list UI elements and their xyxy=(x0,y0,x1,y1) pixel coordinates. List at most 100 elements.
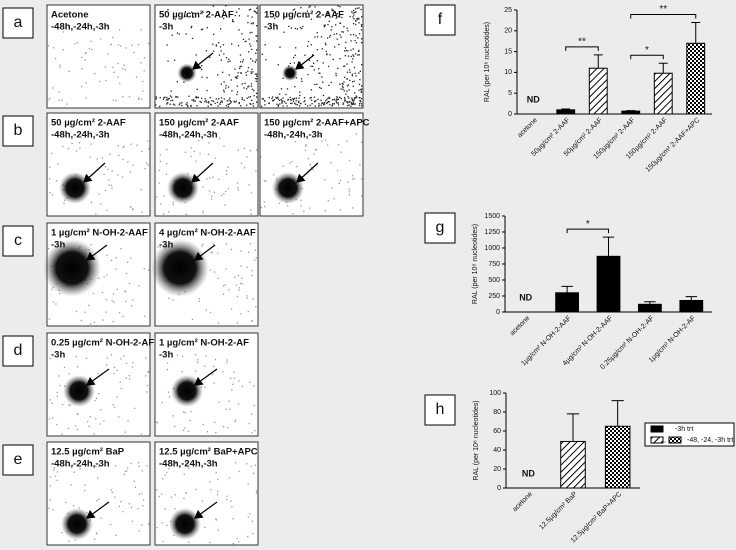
speckle xyxy=(190,147,192,149)
speckle xyxy=(217,277,219,280)
speckle xyxy=(235,462,237,464)
speckle xyxy=(183,497,185,500)
speckle xyxy=(335,74,337,77)
speckle xyxy=(118,29,121,31)
speckle xyxy=(135,76,138,78)
speckle xyxy=(116,288,118,290)
panel-label-box xyxy=(424,394,456,426)
speckle xyxy=(286,88,289,90)
speckle xyxy=(227,166,229,168)
speckle xyxy=(355,35,357,37)
speckle xyxy=(220,28,222,30)
speckle xyxy=(320,104,322,106)
speckle xyxy=(327,100,329,103)
speckle xyxy=(165,99,168,101)
speckle xyxy=(292,213,294,215)
speckle xyxy=(147,164,149,166)
speckle xyxy=(241,385,244,388)
speckle xyxy=(298,97,300,99)
speckle xyxy=(319,135,321,137)
speckle xyxy=(291,160,293,163)
speckle xyxy=(74,425,77,427)
speckle xyxy=(172,103,175,105)
speckle xyxy=(119,381,121,383)
speckle xyxy=(286,105,288,107)
speckle xyxy=(103,276,105,278)
image-caption: 150 µg/cm² 2-AAF xyxy=(159,118,239,129)
speckle xyxy=(249,8,252,10)
speckle xyxy=(250,209,252,211)
speckle xyxy=(186,102,188,104)
speckle xyxy=(77,413,79,415)
speckle xyxy=(141,150,143,153)
speckle xyxy=(201,245,203,247)
speckle xyxy=(223,145,225,147)
speckle xyxy=(254,259,256,261)
speckle xyxy=(281,99,283,102)
speckle xyxy=(56,423,58,426)
speckle xyxy=(304,149,307,151)
speckle xyxy=(172,201,174,203)
speckle xyxy=(184,151,187,153)
speckle xyxy=(351,11,353,13)
speckle xyxy=(49,166,51,168)
speckle xyxy=(305,144,307,146)
speckle xyxy=(361,63,363,66)
speckle xyxy=(131,44,133,46)
speckle xyxy=(130,257,132,259)
speckle xyxy=(56,395,58,398)
speckle xyxy=(187,105,189,108)
speckle xyxy=(273,174,275,176)
speckle xyxy=(318,68,320,70)
speckle xyxy=(241,277,243,280)
speckle xyxy=(174,462,177,464)
speckle xyxy=(360,103,363,105)
speckle xyxy=(76,413,78,416)
speckle xyxy=(217,74,219,76)
speckle xyxy=(229,60,231,62)
speckle xyxy=(321,48,324,50)
speckle xyxy=(143,70,145,72)
speckle xyxy=(190,410,192,413)
adduct-spot xyxy=(177,63,197,83)
speckle xyxy=(112,320,114,323)
speckle xyxy=(279,93,281,95)
speckle xyxy=(339,179,342,181)
speckle xyxy=(346,101,348,103)
speckle xyxy=(84,52,86,55)
speckle xyxy=(209,311,212,314)
speckle xyxy=(146,384,149,387)
speckle xyxy=(122,511,124,513)
speckle xyxy=(93,538,96,540)
speckle xyxy=(59,384,61,387)
speckle xyxy=(183,473,185,475)
speckle xyxy=(84,484,86,486)
y-tick-label: 60 xyxy=(493,428,501,435)
speckle xyxy=(341,82,343,85)
significance-label: * xyxy=(586,219,590,230)
speckle xyxy=(168,297,170,299)
speckle xyxy=(350,49,352,51)
speckle xyxy=(141,470,143,472)
speckle xyxy=(211,195,213,197)
speckle xyxy=(166,96,168,99)
bar xyxy=(555,292,579,313)
y-tick-label: 80 xyxy=(493,409,501,416)
speckle xyxy=(263,100,266,102)
speckle xyxy=(335,98,338,100)
speckle xyxy=(347,50,349,52)
speckle xyxy=(255,170,257,172)
speckle xyxy=(238,29,240,31)
speckle xyxy=(124,470,126,472)
speckle xyxy=(228,103,231,105)
speckle xyxy=(283,31,285,33)
speckle xyxy=(53,467,56,469)
speckle xyxy=(241,83,243,85)
speckle xyxy=(201,68,203,71)
speckle xyxy=(133,480,135,482)
speckle xyxy=(182,429,185,431)
speckle xyxy=(248,422,250,425)
speckle xyxy=(181,370,183,373)
speckle xyxy=(280,88,283,90)
speckle xyxy=(219,137,221,139)
